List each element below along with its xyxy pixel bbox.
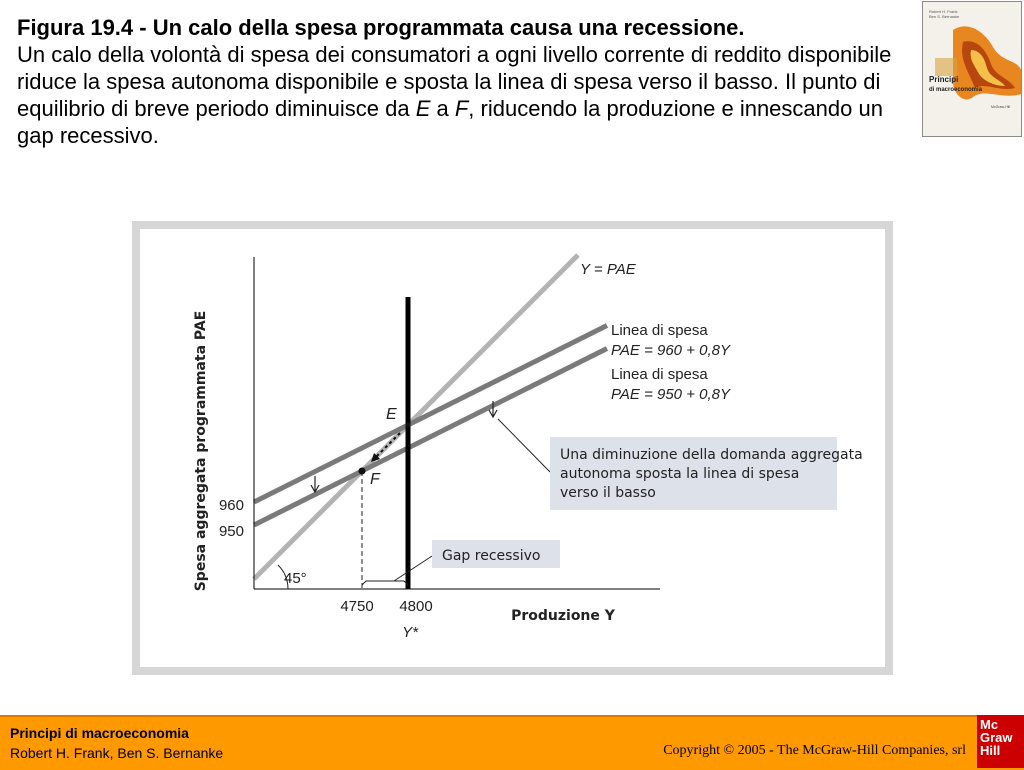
equilibrium-point-e-label: E [386,406,397,423]
gap-annotation-text: Gap recessivo [442,548,540,564]
equilibrium-point-e [405,422,411,428]
book-cover-title-2: di macroeconomia [929,87,983,93]
equilibrium-point-f [358,467,366,475]
x-axis-label: Produzione Y [511,608,616,624]
slide-caption: Figura 19.4 - Un calo della spesa progra… [17,14,917,149]
series-line-spending-960 [252,323,609,505]
series-label-spending-960-equation: PAE = 960 + 0,8Y [611,342,731,359]
caption-text-3: , riducendo la produzione e innescando u… [17,96,883,148]
gap-annotation-box [432,540,560,568]
mcgraw-hill-logo: Mc Graw Hill [977,715,1024,768]
series-line-spending-950 [252,346,609,528]
figure-title: Figura 19.4 - Un calo della spesa progra… [17,15,745,40]
potential-output-label: Y* [402,624,419,641]
caption-point-f: F [454,96,469,121]
book-cover-art: Robert H. Frank Ben S. Bernanke Principi … [923,2,1021,136]
chart-lines-group [252,253,609,589]
footer-book-title: Principi di macroeconomia [10,725,189,741]
gap-annotation: Gap recessivo [432,540,560,568]
shift-annotation-line: Una diminuzione della domanda aggregata [560,447,863,463]
series-label-y-equals-pae: Y = PAE [580,261,637,278]
figure-panel: Spesa aggregata programmata PAE Produzio… [140,229,885,667]
y-axis-label: Spesa aggregata programmata PAE [193,311,209,592]
shift-arrow-left [310,476,320,494]
angle-label: 45° [284,570,307,587]
series-label-spending-960-title: Linea di spesa [611,322,708,339]
figure-frame: Spesa aggregata programmata PAE Produzio… [132,221,893,675]
shift-arrow-right [488,401,498,419]
recessive-gap-bracket [361,580,409,586]
shift-annotation: Una diminuzione della domanda aggregata a… [550,437,863,510]
book-cover-author-2: Ben S. Bernanke [929,14,960,19]
shift-annotation-line: verso il basso [560,485,656,501]
shift-annotation-box [550,437,837,510]
book-cover-authors: Robert H. Frank Ben S. Bernanke [929,9,960,19]
book-cover-title-1: Principi [929,75,958,84]
e-to-f-arrow-shaft [370,432,401,463]
logo-line-1: Mc [980,717,999,732]
x-tick-label-4750: 4750 [340,598,373,615]
logo-line-2: Graw [980,730,1013,745]
shift-annotation-text: Una diminuzione della domanda aggregata a… [560,447,863,501]
shift-annotation-line: autonoma sposta la linea di spesa [560,466,799,482]
y-tick-label-950: 950 [219,523,244,540]
series-line-y-equals-pae [252,253,580,581]
footer-authors: Robert H. Frank, Ben S. Bernanke [10,745,224,761]
x-tick-label-4800: 4800 [399,598,432,615]
caption-text-1: Un calo della volontà di spesa dei consu… [17,42,892,121]
caption-point-e: E [415,96,431,121]
y-tick-label-960: 960 [219,497,244,514]
footer-copyright: Copyright © 2005 - The McGraw-Hill Compa… [663,743,966,758]
e-to-f-arrow-head [371,453,380,462]
equilibrium-point-f-label: F [370,471,381,488]
series-label-spending-950-title: Linea di spesa [611,366,708,383]
footer-bar: Principi di macroeconomia Robert H. Fran… [0,715,1024,770]
book-cover-author-1: Robert H. Frank [929,9,957,14]
angle-arc [277,564,289,590]
caption-text-2: a [430,96,455,121]
shift-note-pointer [497,418,551,473]
series-label-spending-950-equation: PAE = 950 + 0,8Y [611,386,731,403]
planned-spending-chart: Spesa aggregata programmata PAE Produzio… [193,253,863,641]
gap-note-pointer [393,555,433,582]
logo-line-3: Hill [980,743,1001,758]
book-cover-publisher: McGraw-Hill [991,105,1010,109]
book-cover-thumbnail: Robert H. Frank Ben S. Bernanke Principi … [922,1,1022,137]
